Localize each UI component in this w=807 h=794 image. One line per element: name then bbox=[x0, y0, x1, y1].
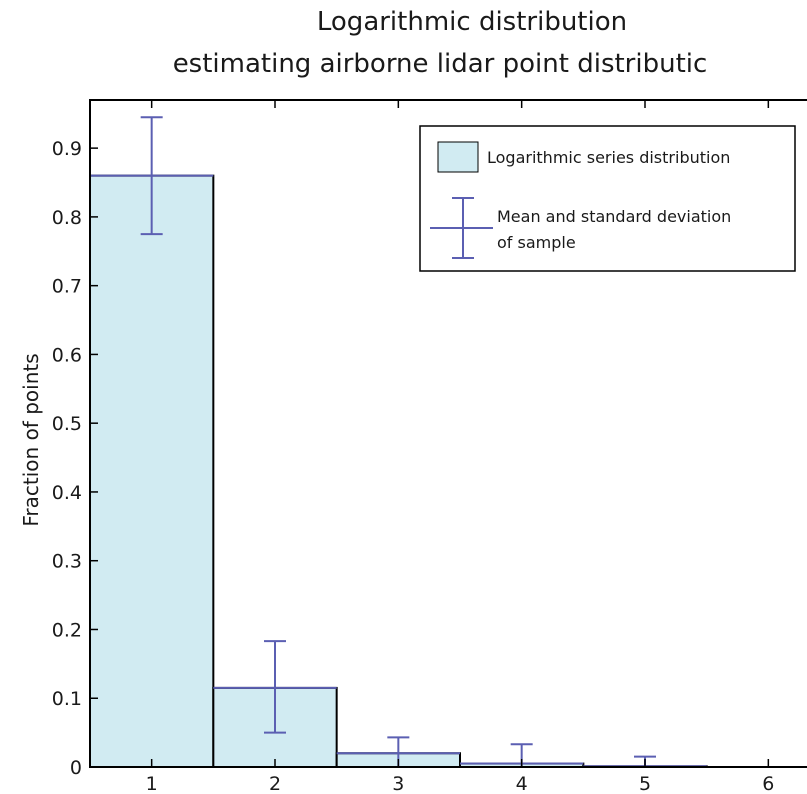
errorbar-1 bbox=[90, 116, 214, 236]
y-tick-label-0.3: 0.3 bbox=[52, 551, 82, 573]
legend-label-sample-line2: of sample bbox=[497, 233, 576, 252]
y-tick-label-0.2: 0.2 bbox=[52, 619, 82, 641]
y-axis-label: Fraction of points bbox=[19, 353, 43, 526]
plot-frame bbox=[89, 99, 807, 768]
y-tick-label-0.8: 0.8 bbox=[52, 207, 82, 229]
x-tick-label-5: 5 bbox=[639, 773, 651, 794]
y-tick-label-0.1: 0.1 bbox=[52, 688, 82, 710]
x-tick-label-2: 2 bbox=[269, 773, 281, 794]
legend-label-sample-line1: Mean and standard deviation bbox=[497, 207, 731, 226]
y-tick-label-0.7: 0.7 bbox=[52, 276, 82, 298]
y-tick-label-0.9: 0.9 bbox=[52, 138, 82, 160]
y-tick-label-0.5: 0.5 bbox=[52, 413, 82, 435]
x-axis-ticks: 1 2 3 4 5 6 bbox=[146, 100, 774, 794]
legend-label-distribution: Logarithmic series distribution bbox=[487, 148, 730, 167]
chart-subtitle: estimating airborne lidar point distribu… bbox=[173, 49, 708, 79]
y-tick-label-0.4: 0.4 bbox=[52, 482, 82, 504]
x-tick-label-3: 3 bbox=[392, 773, 404, 794]
y-axis-ticks: 0 0.1 0.2 0.3 0.4 0.5 0.6 0.7 0.8 0.9 bbox=[52, 138, 98, 779]
legend: Logarithmic series distribution Mean and… bbox=[419, 125, 796, 272]
x-tick-label-1: 1 bbox=[146, 773, 158, 794]
errorbar-2 bbox=[213, 640, 337, 734]
x-tick-label-6: 6 bbox=[762, 773, 774, 794]
legend-bar-swatch bbox=[437, 141, 479, 173]
chart-title: Logarithmic distribution bbox=[317, 7, 627, 37]
y-tick-label-0.6: 0.6 bbox=[52, 344, 82, 366]
legend-errorbar-icon bbox=[430, 197, 493, 259]
legend-box bbox=[419, 125, 796, 272]
legend-errorbar-glyph bbox=[430, 197, 493, 259]
x-tick-label-4: 4 bbox=[516, 773, 528, 794]
bar-1 bbox=[89, 174, 215, 769]
y-tick-label-0: 0 bbox=[70, 757, 82, 779]
